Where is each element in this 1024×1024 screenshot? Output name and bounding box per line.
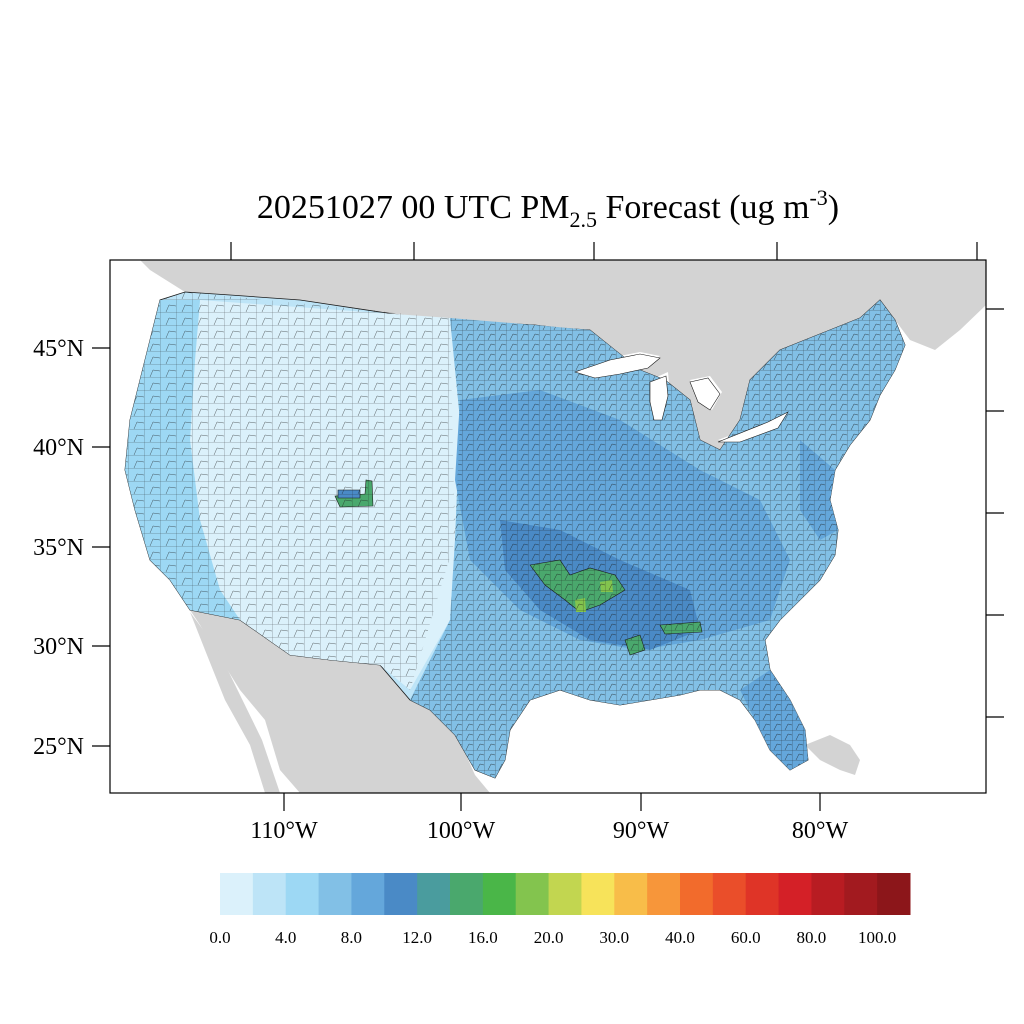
lon-label-110w: 110°W	[250, 818, 318, 844]
colorbar-swatch	[252, 873, 287, 915]
colorbar-swatch	[450, 873, 484, 915]
colorbar-swatch	[680, 873, 714, 915]
colorbar-swatch	[548, 873, 582, 915]
cuba-island	[805, 735, 860, 775]
canada-east-land	[880, 260, 986, 350]
colorbar-swatch	[712, 873, 747, 915]
lake-erie	[717, 411, 789, 443]
lat-label-30: 30°N	[33, 634, 84, 660]
colorbar-label: 100.0	[858, 928, 896, 947]
colorbar-label: 8.0	[341, 928, 362, 947]
colorbar-label: 16.0	[468, 928, 498, 947]
county-lines-west	[125, 292, 455, 690]
colorbar-label: 0.0	[209, 928, 230, 947]
colorbar-label: 40.0	[665, 928, 695, 947]
mexico-land	[190, 610, 490, 793]
bottom-ticks	[283, 793, 821, 811]
lake-michigan	[649, 375, 669, 421]
colorbar-swatch	[778, 873, 812, 915]
top-ticks	[230, 242, 978, 260]
colorbar-swatch	[745, 873, 780, 915]
colorbar-swatch	[877, 873, 911, 915]
colorbar-label: 60.0	[731, 928, 761, 947]
map-title: 20251027 00 UTC PM2.5 Forecast (ug m-3)	[257, 185, 839, 232]
colorbar-swatch	[647, 873, 681, 915]
colorbar-swatch	[384, 873, 418, 915]
colorbar-label: 80.0	[797, 928, 827, 947]
lake-superior	[574, 353, 661, 379]
colorbar-label: 12.0	[402, 928, 432, 947]
colorbar-swatch	[285, 873, 320, 915]
map-frame	[109, 259, 987, 794]
canada-land	[140, 260, 880, 450]
colorbar-label: 20.0	[534, 928, 564, 947]
colorbar-swatch	[811, 873, 845, 915]
lon-label-100w: 100°W	[427, 818, 496, 844]
lat-label-25: 25°N	[33, 734, 84, 760]
lon-label-80w: 80°W	[792, 818, 849, 844]
colorbar-swatch	[351, 873, 385, 915]
colorbar-label: 4.0	[275, 928, 296, 947]
left-ticks	[92, 347, 110, 747]
colorbar	[220, 873, 911, 915]
colorbar-swatch	[318, 873, 352, 915]
map-area	[110, 260, 986, 793]
colorbar-swatch	[844, 873, 878, 915]
colorbar-swatch	[581, 873, 615, 915]
lon-label-90w: 90°W	[613, 818, 670, 844]
colorbar-label: 30.0	[599, 928, 629, 947]
colorbar-labels: 0.0 4.0 8.0 12.0 16.0 20.0 30.0 40.0 60.0 80.0 100…	[209, 928, 896, 947]
colorbar-swatch	[220, 873, 254, 915]
lake-huron	[689, 377, 721, 411]
colorbar-swatch	[614, 873, 648, 915]
lat-label-40: 40°N	[33, 435, 84, 461]
colorbar-swatch	[515, 873, 550, 915]
right-ticks	[986, 308, 1004, 718]
lat-label-45: 45°N	[33, 336, 84, 362]
colorbar-swatch	[417, 873, 451, 915]
colorbar-swatch	[482, 873, 517, 915]
baja-peninsula	[190, 612, 280, 793]
lat-label-35: 35°N	[33, 535, 84, 561]
